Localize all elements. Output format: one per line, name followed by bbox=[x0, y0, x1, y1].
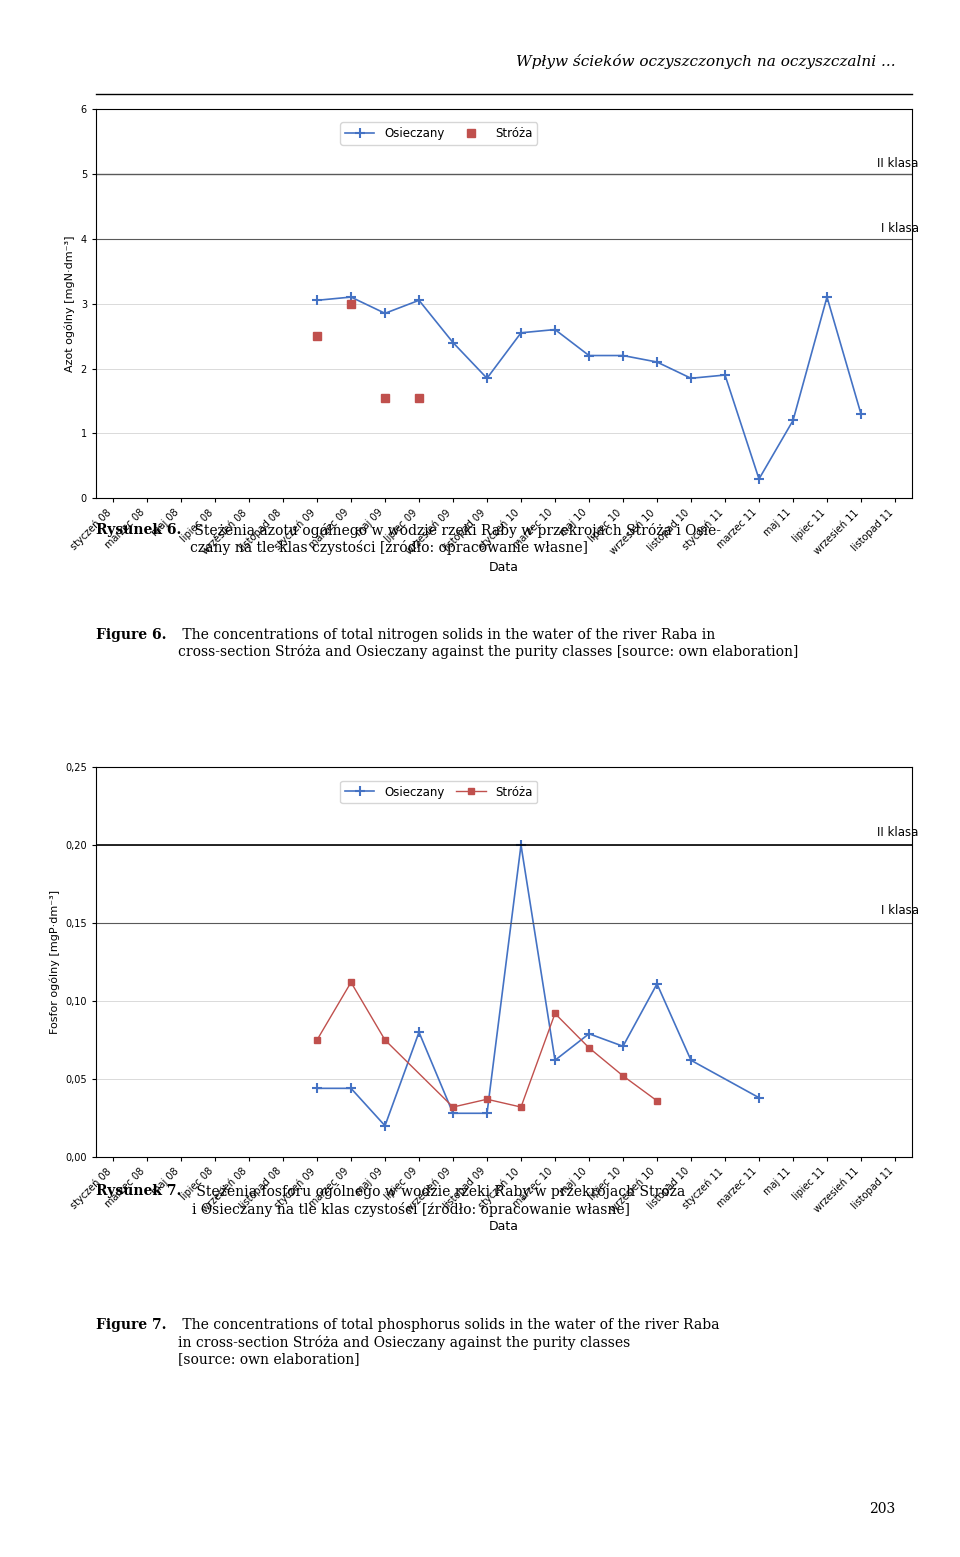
Osieczany bbox=[855, 405, 867, 424]
Stróża bbox=[481, 1090, 492, 1109]
Legend: Osieczany, Stróża: Osieczany, Stróża bbox=[340, 123, 538, 145]
Osieczany bbox=[447, 1104, 459, 1123]
Line: Stróża: Stróża bbox=[314, 979, 660, 1110]
Osieczany bbox=[685, 369, 697, 388]
Text: II klasa: II klasa bbox=[877, 825, 919, 839]
Osieczany bbox=[346, 288, 357, 307]
Osieczany bbox=[447, 333, 459, 352]
Osieczany bbox=[311, 1079, 323, 1098]
Osieczany bbox=[584, 346, 595, 364]
Line: Osieczany: Osieczany bbox=[312, 293, 866, 484]
Osieczany bbox=[685, 1051, 697, 1070]
Text: 203: 203 bbox=[870, 1503, 896, 1517]
Stróża bbox=[311, 327, 323, 346]
Stróża bbox=[584, 1039, 595, 1057]
Text: Figure 6.: Figure 6. bbox=[96, 627, 166, 641]
Text: Stężenia azotu ogólnego w wodzie rzeki Raby w przekrojach Stróża i Osie-
czany n: Stężenia azotu ogólnego w wodzie rzeki R… bbox=[190, 523, 721, 554]
Text: The concentrations of total phosphorus solids in the water of the river Raba
in : The concentrations of total phosphorus s… bbox=[178, 1319, 719, 1365]
Stróża bbox=[311, 1031, 323, 1049]
Text: I klasa: I klasa bbox=[881, 903, 919, 917]
Line: Osieczany: Osieczany bbox=[312, 841, 764, 1130]
Osieczany bbox=[481, 1104, 492, 1123]
X-axis label: Data: Data bbox=[489, 1221, 519, 1233]
Osieczany bbox=[549, 1051, 561, 1070]
Osieczany bbox=[754, 470, 765, 489]
Stróża bbox=[413, 388, 424, 406]
Osieczany bbox=[379, 304, 391, 322]
Osieczany bbox=[617, 1037, 629, 1056]
Stróża bbox=[379, 388, 391, 406]
Osieczany bbox=[754, 1088, 765, 1107]
Osieczany bbox=[413, 291, 424, 310]
Text: Rysunek 7.: Rysunek 7. bbox=[96, 1185, 181, 1199]
Osieczany bbox=[617, 346, 629, 364]
Osieczany bbox=[346, 1079, 357, 1098]
Legend: Osieczany, Stróża: Osieczany, Stróża bbox=[340, 782, 538, 803]
Text: Wpływ ścieków oczyszczonych na oczyszczalni ...: Wpływ ścieków oczyszczonych na oczyszcza… bbox=[516, 54, 896, 69]
Text: II klasa: II klasa bbox=[877, 157, 919, 170]
Y-axis label: Azot ogólny [mgN·dm⁻³]: Azot ogólny [mgN·dm⁻³] bbox=[64, 235, 75, 372]
Osieczany bbox=[481, 369, 492, 388]
Stróża bbox=[617, 1067, 629, 1085]
Text: I klasa: I klasa bbox=[881, 221, 919, 235]
Line: Stróża: Stróża bbox=[313, 299, 423, 402]
Osieczany bbox=[584, 1025, 595, 1043]
Stróża bbox=[379, 1031, 391, 1049]
Stróża bbox=[651, 1091, 662, 1110]
Y-axis label: Fosfor ogólny [mgP·dm⁻³]: Fosfor ogólny [mgP·dm⁻³] bbox=[49, 891, 60, 1034]
Stróża bbox=[447, 1098, 459, 1116]
Stróża bbox=[346, 973, 357, 992]
Osieczany bbox=[311, 291, 323, 310]
Osieczany bbox=[651, 975, 662, 993]
Text: Figure 7.: Figure 7. bbox=[96, 1319, 166, 1333]
Osieczany bbox=[719, 366, 731, 385]
Osieczany bbox=[787, 411, 799, 430]
Osieczany bbox=[516, 836, 527, 855]
Osieczany bbox=[549, 321, 561, 339]
Text: Rysunek 6.: Rysunek 6. bbox=[96, 523, 181, 537]
Text: Stężenia fosforu ogólnego w wodzie rzeki Raby w przekrojach Stróża
i Osieczany n: Stężenia fosforu ogólnego w wodzie rzeki… bbox=[192, 1185, 685, 1216]
Text: The concentrations of total nitrogen solids in the water of the river Raba in
cr: The concentrations of total nitrogen sol… bbox=[178, 627, 798, 659]
Osieczany bbox=[651, 353, 662, 372]
X-axis label: Data: Data bbox=[489, 562, 519, 575]
Osieczany bbox=[379, 1116, 391, 1135]
Osieczany bbox=[516, 324, 527, 343]
Osieczany bbox=[821, 288, 832, 307]
Osieczany bbox=[413, 1023, 424, 1042]
Stróża bbox=[346, 294, 357, 313]
Stróża bbox=[516, 1098, 527, 1116]
Stróża bbox=[549, 1004, 561, 1023]
